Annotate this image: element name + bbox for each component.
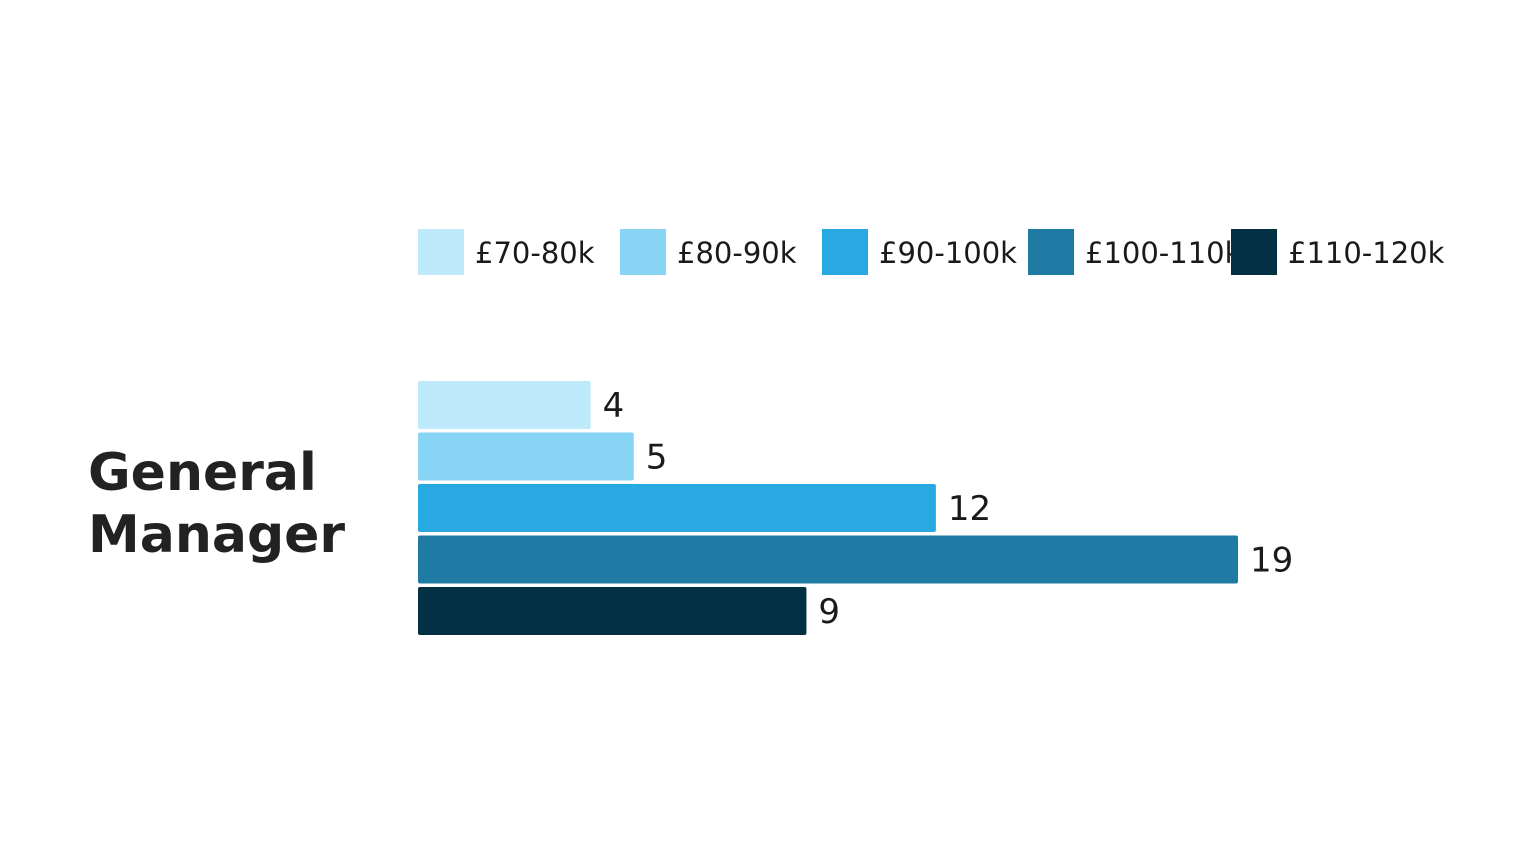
bar-3 bbox=[418, 484, 936, 532]
legend-swatch-3 bbox=[822, 229, 868, 275]
bar-1 bbox=[418, 381, 591, 429]
legend-swatch-5 bbox=[1231, 229, 1277, 275]
bar-value-label-1: 4 bbox=[603, 386, 625, 426]
bar-5 bbox=[418, 587, 807, 635]
value-labels-group: 45 12 19 9 bbox=[603, 386, 1294, 632]
legend-label-3: £90-100k bbox=[879, 236, 1017, 270]
bar-value-label-5: 9 bbox=[818, 592, 840, 632]
legend: £70-80k £80-90k £90-100k £100-110k £110-120k bbox=[418, 229, 1445, 275]
category-label: General Manager bbox=[88, 443, 345, 565]
legend-swatch-4 bbox=[1028, 229, 1074, 275]
legend-label-4: £100-110k bbox=[1085, 236, 1242, 270]
bar-2 bbox=[418, 432, 634, 481]
legend-label-5: £110-120k bbox=[1288, 236, 1445, 270]
bar-value-label-4: 19 bbox=[1250, 541, 1293, 581]
legend-swatch-2 bbox=[620, 229, 666, 275]
bar-value-label-3: 12 bbox=[948, 489, 991, 529]
legend-label-1: £70-80k bbox=[475, 236, 595, 270]
category-label-line-1: General bbox=[88, 443, 317, 503]
category-label-line-2: Manager bbox=[88, 505, 345, 565]
bars-group bbox=[418, 381, 1238, 635]
legend-label-2: £80-90k bbox=[677, 236, 797, 270]
bar-value-label-2: 5 bbox=[646, 438, 668, 478]
bar-4 bbox=[418, 535, 1238, 584]
legend-swatch-1 bbox=[418, 229, 464, 275]
